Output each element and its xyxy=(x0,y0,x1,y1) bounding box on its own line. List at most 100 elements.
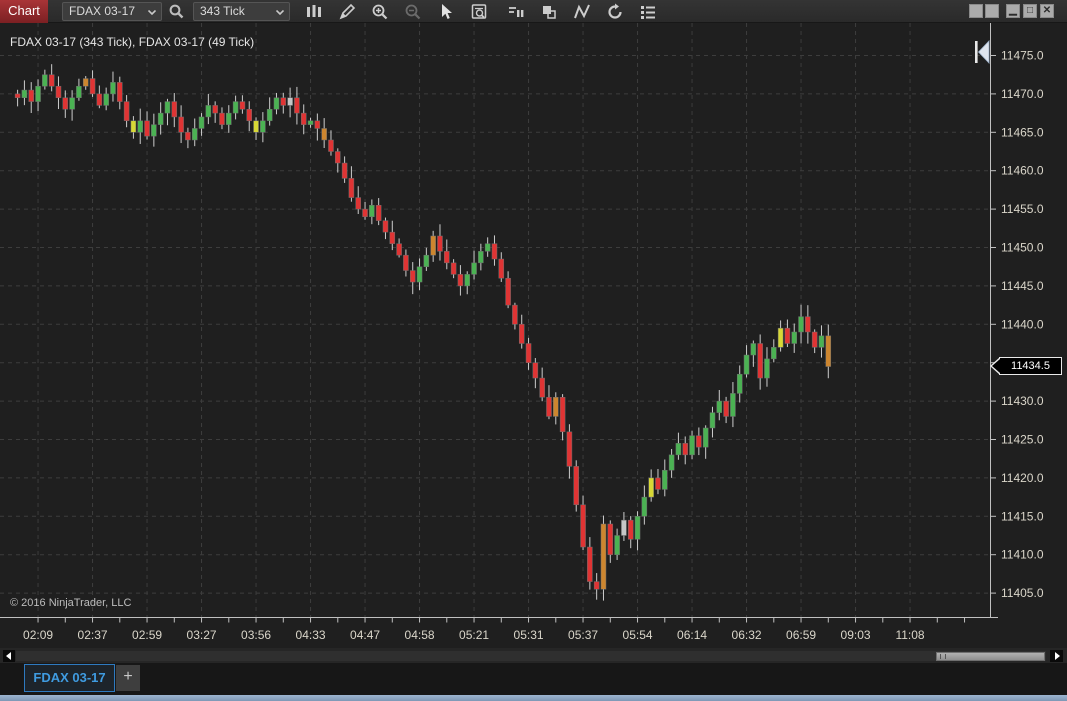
candle xyxy=(512,304,518,325)
time-scrollbar[interactable] xyxy=(0,648,1067,663)
time-axis-label: 05:37 xyxy=(568,628,598,642)
candle xyxy=(525,343,532,363)
maximize-button[interactable]: □ xyxy=(1023,4,1037,18)
toolbar xyxy=(305,2,672,21)
scroll-left-button[interactable] xyxy=(3,650,15,662)
zoom-in-icon[interactable] xyxy=(371,3,389,21)
candle xyxy=(648,477,654,498)
candle xyxy=(185,132,191,141)
interval-select[interactable]: 343 Tick xyxy=(193,2,290,21)
time-axis-label: 04:33 xyxy=(296,628,326,642)
time-axis-label: 03:27 xyxy=(187,628,217,642)
candle xyxy=(696,435,702,448)
add-tab-button[interactable]: + xyxy=(116,665,140,691)
candle xyxy=(553,397,559,417)
time-axis-label: 04:47 xyxy=(350,628,380,642)
last-price-badge: 11434.5 xyxy=(990,357,1062,375)
candle xyxy=(559,397,566,433)
tab-fdax-03-17[interactable]: FDAX 03-17 xyxy=(24,664,115,692)
dock-window-button[interactable] xyxy=(985,4,999,18)
candle xyxy=(287,97,293,106)
gridlines xyxy=(0,23,990,618)
candle xyxy=(716,400,723,413)
candle xyxy=(532,362,539,379)
float-window-button[interactable] xyxy=(969,4,983,18)
indicators-icon[interactable] xyxy=(573,3,591,21)
properties-icon[interactable] xyxy=(639,3,657,21)
candle xyxy=(444,251,450,264)
instrument-select[interactable]: FDAX 03-17 xyxy=(62,2,162,21)
candle xyxy=(212,105,218,114)
candle xyxy=(798,316,804,333)
candle xyxy=(14,93,21,98)
scroll-right-button[interactable] xyxy=(1050,650,1063,662)
candle xyxy=(198,116,205,129)
candle xyxy=(450,262,457,275)
close-button[interactable]: ✕ xyxy=(1040,4,1054,18)
candle xyxy=(491,243,498,260)
candle xyxy=(409,270,416,283)
search-icon[interactable] xyxy=(168,3,185,20)
candle xyxy=(505,277,511,306)
candle xyxy=(55,85,62,98)
go-to-end-icon[interactable] xyxy=(973,40,991,64)
candle xyxy=(403,254,409,271)
candle xyxy=(573,466,579,506)
reload-icon[interactable] xyxy=(606,3,624,21)
candle xyxy=(791,331,797,344)
price-axis-label: 11465.0 xyxy=(1001,125,1044,139)
candle xyxy=(593,581,600,590)
candle xyxy=(335,151,341,164)
scrollbar-handle[interactable] xyxy=(936,652,1045,661)
candle xyxy=(76,85,82,98)
price-axis-label: 11470.0 xyxy=(1001,87,1044,101)
time-axis-label: 06:59 xyxy=(786,628,816,642)
price-axis-label: 11430.0 xyxy=(1001,394,1044,408)
objects-icon[interactable] xyxy=(540,3,558,21)
time-axis-label: 05:54 xyxy=(623,628,653,642)
scrollbar-track[interactable] xyxy=(16,651,1046,661)
candle xyxy=(294,97,300,114)
window-buttons: ▁ □ ✕ xyxy=(967,4,1054,18)
candle xyxy=(730,393,736,417)
candle xyxy=(21,89,28,98)
candle xyxy=(28,89,34,102)
price-axis-label: 11410.0 xyxy=(1001,548,1044,562)
interval-select-value: 343 Tick xyxy=(200,4,245,18)
price-axis-label: 11420.0 xyxy=(1001,471,1044,485)
draw-icon[interactable] xyxy=(338,3,356,21)
data-series-icon[interactable] xyxy=(507,3,525,21)
time-axis-label: 03:56 xyxy=(241,628,271,642)
candle xyxy=(539,377,545,398)
candle xyxy=(341,162,348,179)
candle xyxy=(682,443,688,456)
candle xyxy=(423,254,430,267)
chart-style-icon[interactable] xyxy=(305,3,323,21)
chart-plot-area[interactable]: 11475.0 11470.0 11465.0 11460.0 11455.0 11450… xyxy=(0,23,1067,648)
time-axis-label: 05:21 xyxy=(459,628,489,642)
chart-menu-button[interactable]: Chart xyxy=(0,0,48,23)
minimize-button[interactable]: ▁ xyxy=(1006,4,1020,18)
candle xyxy=(362,208,368,218)
titlebar[interactable]: Chart FDAX 03-17 343 Tick xyxy=(0,0,1067,23)
candle xyxy=(191,128,198,141)
time-axis-label: 02:37 xyxy=(78,628,108,642)
candle xyxy=(811,331,818,348)
cursor-icon[interactable] xyxy=(437,3,455,21)
candle xyxy=(580,504,586,548)
candle xyxy=(355,197,361,210)
chart-trader-icon[interactable] xyxy=(470,3,488,21)
candle xyxy=(117,82,123,102)
axis-ticks xyxy=(37,55,996,623)
chart-series-label: FDAX 03-17 (343 Tick), FDAX 03-17 (49 Ti… xyxy=(10,35,255,49)
candle xyxy=(430,235,436,256)
candle xyxy=(471,262,477,275)
candle xyxy=(157,112,164,125)
candle xyxy=(62,97,69,110)
candle xyxy=(484,243,491,252)
candle xyxy=(171,101,178,118)
candle xyxy=(382,220,389,233)
candle xyxy=(777,327,784,348)
candle xyxy=(103,93,109,106)
